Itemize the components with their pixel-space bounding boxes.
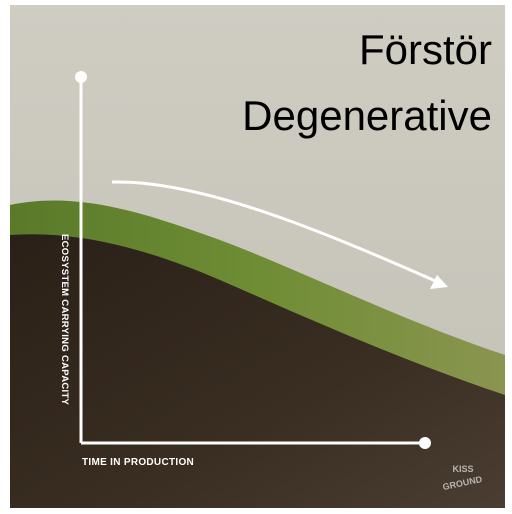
x-axis-label: TIME IN PRODUCTION xyxy=(82,457,194,468)
trend-arrow xyxy=(111,180,441,285)
title-line: Förstör xyxy=(359,26,492,73)
arrow-head xyxy=(430,275,448,289)
logo-text: KISS xyxy=(452,464,473,474)
soil xyxy=(10,234,505,508)
y-axis-label: ECOSYSTEM CARRYING CAPACITY xyxy=(59,234,70,406)
axis-dot xyxy=(419,437,431,449)
title-line: Degenerative xyxy=(242,92,492,139)
axis-dot xyxy=(75,71,87,83)
axes xyxy=(79,77,441,445)
